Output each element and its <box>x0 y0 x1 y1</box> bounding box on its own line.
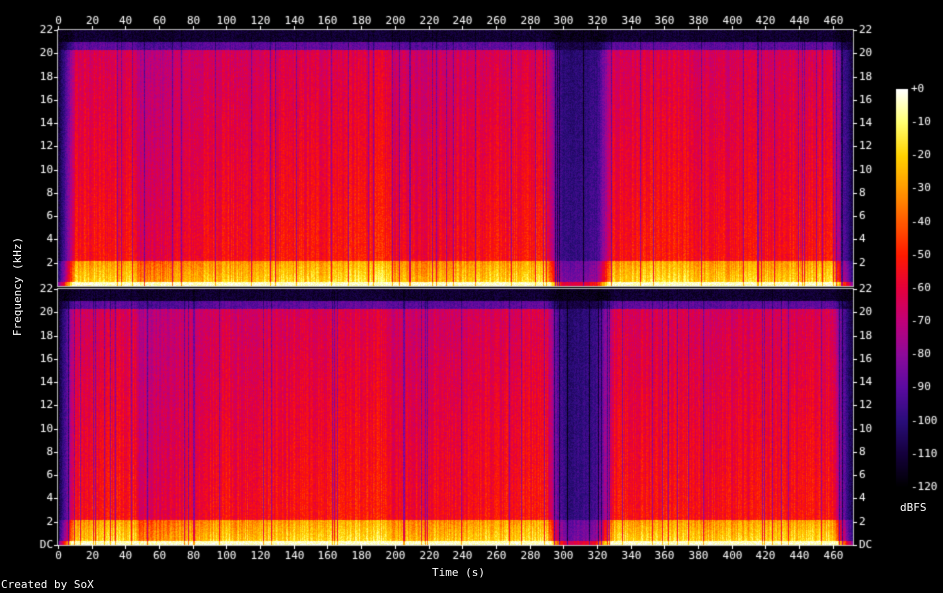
x-axis-label: Time (s) <box>432 566 485 579</box>
colorbar-unit-label: dBFS <box>900 501 927 514</box>
y-axis-label: Frequency (kHz) <box>11 236 25 337</box>
created-by-credit: Created by SoX <box>1 578 94 591</box>
